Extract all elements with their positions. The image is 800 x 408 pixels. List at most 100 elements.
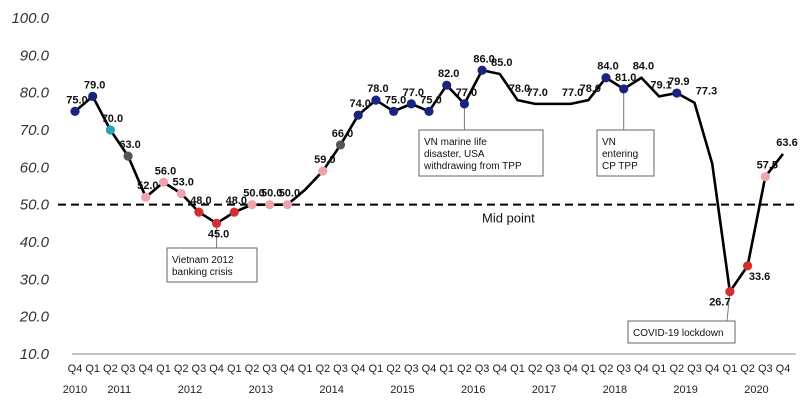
x-tick-label: Q1: [439, 363, 454, 375]
data-label: 66.0: [332, 128, 353, 140]
x-tick-label: Q4: [280, 363, 295, 375]
y-tick-label: 50.0: [20, 197, 50, 214]
x-tick-label: Q3: [546, 363, 561, 375]
data-label: 26.7: [709, 297, 730, 309]
x-tick-label: Q4: [138, 363, 153, 375]
y-axis-ticks: 100.0 90.0 80.0 70.0 60.0 50.0 40.0 30.0 20.0 10.…: [11, 10, 49, 363]
data-point: [406, 99, 416, 109]
y-tick-label: 30.0: [20, 271, 50, 288]
data-label: 57.5: [757, 160, 778, 172]
x-tick-label: Q2: [315, 363, 330, 375]
x-tick-label: Q4: [351, 363, 366, 375]
x-tick-label: Q2: [174, 363, 189, 375]
data-label: 77.0: [526, 87, 547, 99]
data-point: [318, 166, 328, 176]
x-tick-label: Q3: [262, 363, 277, 375]
data-label: 85.0: [491, 57, 512, 69]
y-tick-label: 100.0: [11, 10, 49, 27]
x-year-label: 2019: [673, 384, 697, 396]
y-tick-label: 10.0: [20, 346, 50, 363]
x-tick-label: Q1: [156, 363, 171, 375]
data-markers: [70, 65, 770, 297]
x-tick-label: Q1: [723, 363, 738, 375]
x-tick-label: Q4: [563, 363, 578, 375]
x-tick-label: Q1: [581, 363, 596, 375]
data-point: [619, 84, 629, 94]
annotation-text: banking crisis: [172, 267, 233, 278]
annotation-box: [418, 129, 544, 177]
x-tick-label: Q3: [333, 363, 348, 375]
y-tick-label: 20.0: [19, 309, 50, 326]
x-tick-label: Q2: [245, 363, 260, 375]
data-label: 84.0: [633, 61, 654, 73]
annotation-box: [627, 320, 736, 344]
data-point: [212, 218, 222, 228]
x-year-label: 2010: [63, 384, 87, 396]
x-tick-label: Q3: [687, 363, 702, 375]
data-label: 74.0: [349, 98, 370, 110]
x-tick-label: Q1: [85, 363, 100, 375]
x-tick-label: Q3: [616, 363, 631, 375]
data-point: [141, 192, 151, 202]
annotation-text: Vietnam 2012: [172, 255, 234, 266]
x-tick-label: Q1: [510, 363, 525, 375]
x-tick-label: Q1: [652, 363, 667, 375]
data-label: 75.0: [66, 94, 87, 106]
data-point: [459, 99, 469, 109]
data-point: [105, 125, 115, 135]
data-label: 77.0: [456, 87, 477, 99]
y-tick-label: 80.0: [20, 85, 50, 102]
data-label: 50.0: [261, 188, 282, 200]
data-label: 77.0: [403, 87, 424, 99]
data-point: [282, 200, 292, 210]
x-tick-label: Q2: [599, 363, 614, 375]
x-tick-label: Q4: [492, 363, 507, 375]
annotation-box: [596, 129, 655, 177]
data-label: 86.0: [473, 53, 494, 65]
data-labels: 75.0 79.0 70.0 63.0 52.0 56.053.0 48.0 45.0 48.0…: [66, 53, 797, 308]
x-tick-label: Q4: [634, 363, 649, 375]
data-label: 78.0: [367, 83, 388, 95]
annotation-text: disaster, USA: [424, 149, 485, 160]
data-label: 78.0: [580, 83, 601, 95]
data-label: 79.0: [84, 79, 105, 91]
y-tick-label: 60.0: [20, 159, 50, 176]
x-axis-quarter-labels: Q4 Q1 Q2 Q3 Q4 Q1 Q2 Q3 Q4 Q1 Q2 Q3 Q4 Q1 Q2 Q3 Q4 Q1 Q2 Q3…: [68, 363, 791, 375]
x-tick-label: Q1: [369, 363, 384, 375]
x-year-label: 2015: [390, 384, 414, 396]
data-point: [477, 65, 487, 75]
data-label: 48.0: [190, 195, 211, 207]
data-point: [70, 106, 80, 116]
x-year-label: 2016: [461, 384, 485, 396]
x-tick-label: Q1: [298, 363, 313, 375]
x-tick-label: Q2: [386, 363, 401, 375]
data-label: 84.0: [597, 61, 618, 73]
x-tick-label: Q2: [669, 363, 684, 375]
mid-point-label: Mid point: [482, 211, 535, 226]
x-tick-label: Q2: [457, 363, 472, 375]
x-tick-label: Q4: [422, 363, 437, 375]
data-label: 63.0: [119, 139, 140, 151]
data-label: 77.0: [562, 87, 583, 99]
x-tick-label: Q2: [740, 363, 755, 375]
data-label: 79.9: [668, 76, 689, 88]
annotation-box: [166, 247, 258, 283]
annotation-leader: [726, 291, 731, 322]
data-label: 75.0: [385, 94, 406, 106]
data-point: [247, 200, 257, 210]
annotation-text: VN: [602, 137, 616, 148]
x-tick-label: Q2: [528, 363, 543, 375]
x-tick-label: Q4: [705, 363, 720, 375]
data-point: [371, 95, 381, 105]
x-tick-label: Q4: [209, 363, 224, 375]
x-tick-label: Q4: [68, 363, 83, 375]
data-label: 50.0: [243, 188, 264, 200]
x-tick-label: Q3: [475, 363, 490, 375]
y-tick-label: 40.0: [20, 234, 50, 251]
data-label: 78.0: [509, 83, 530, 95]
x-axis-year-labels: 2010 2011 2012 2013 2014 2015 2016 2017 2018 2019…: [63, 384, 769, 396]
data-point: [353, 110, 363, 120]
y-tick-label: 90.0: [20, 47, 50, 64]
